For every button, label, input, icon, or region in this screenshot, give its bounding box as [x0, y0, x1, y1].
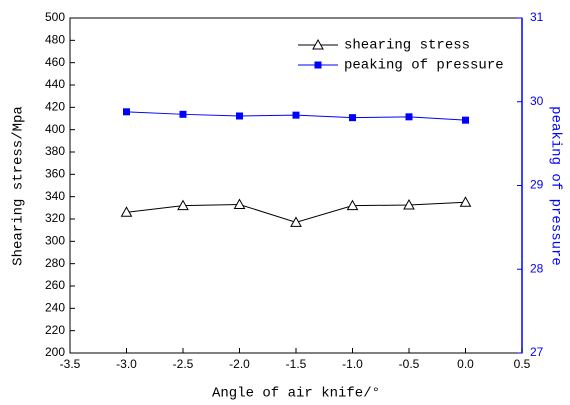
x-tick-label: -3.0	[116, 357, 137, 371]
y2-tick-label: 31	[530, 10, 544, 24]
y2-tick-label: 27	[530, 345, 544, 359]
x-tick-label: 0.5	[514, 357, 531, 371]
y-tick-label: 260	[45, 278, 65, 292]
data-point	[233, 198, 246, 209]
y-tick-label: 440	[45, 77, 65, 91]
data-point	[405, 113, 413, 121]
y-tick-label: 280	[45, 256, 65, 270]
data-point	[120, 206, 133, 217]
y2-tick-label: 28	[530, 261, 544, 275]
data-point	[349, 114, 356, 122]
x-tick-label: -1.5	[286, 357, 307, 371]
legend-marker	[312, 38, 324, 50]
data-point	[177, 199, 189, 211]
data-point	[236, 112, 243, 120]
y-tick-label: 460	[45, 55, 65, 69]
x-tick-label: -1.0	[342, 357, 363, 371]
y-axis-label: Shearing stress/Mpa	[11, 106, 27, 266]
data-point	[403, 199, 415, 210]
legend-label: shearing stress	[344, 38, 470, 54]
y-tick-label: 320	[45, 211, 65, 225]
data-point	[292, 111, 300, 119]
y-tick-label: 220	[45, 323, 65, 337]
y-tick-label: 340	[45, 189, 65, 203]
y2-tick-label: 29	[530, 178, 544, 192]
y2-tick-label: 30	[530, 94, 544, 108]
data-point	[346, 199, 359, 211]
x-tick-label: -2.5	[173, 357, 194, 371]
data-point	[179, 110, 187, 118]
data-point	[290, 216, 302, 227]
y-tick-label: 480	[45, 33, 65, 47]
y-tick-label: 400	[45, 122, 65, 136]
y-tick-label: 380	[45, 144, 65, 158]
y-tick-label: 500	[45, 10, 65, 24]
y-tick-label: 300	[45, 234, 65, 248]
legend-marker	[314, 61, 322, 69]
data-point	[459, 196, 472, 207]
y-tick-label: 420	[45, 100, 65, 114]
x-axis-label: Angle of air knife/°	[212, 386, 380, 402]
x-tick-label: -2.0	[229, 357, 250, 371]
x-tick-label: -0.5	[399, 357, 420, 371]
data-point	[462, 116, 469, 124]
legend-label: peaking of pressure	[344, 58, 504, 74]
y-tick-label: 200	[45, 345, 65, 359]
y-tick-label: 360	[45, 167, 65, 181]
y-tick-label: 240	[45, 301, 65, 315]
x-tick-label: 0.0	[457, 357, 474, 371]
x-tick-label: -3.5	[60, 357, 81, 371]
data-point	[123, 108, 130, 116]
y2-axis-label: peaking of pressure	[547, 106, 563, 266]
